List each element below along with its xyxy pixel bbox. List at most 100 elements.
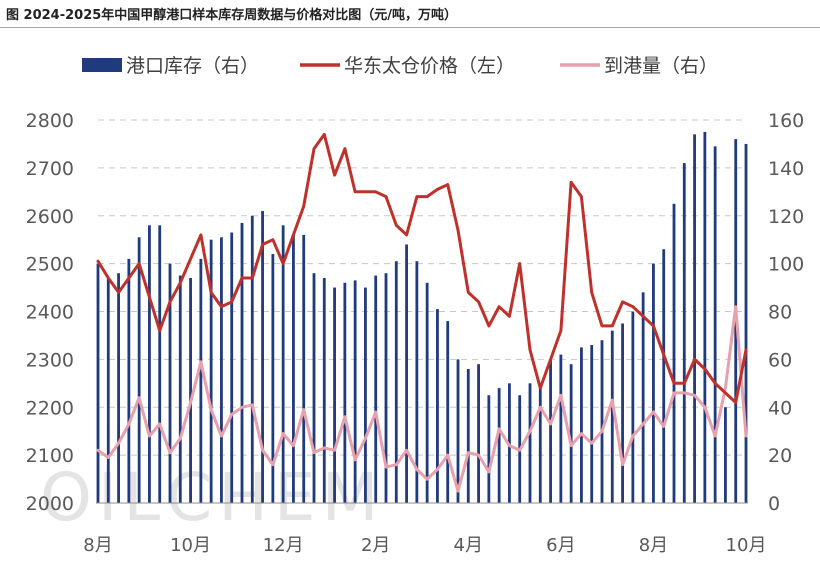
- inventory-bar: [559, 354, 563, 503]
- inventory-bar: [96, 263, 100, 503]
- inventory-bar: [137, 237, 141, 503]
- x-tick-label: 4月: [454, 535, 483, 556]
- inventory-bar: [178, 275, 182, 503]
- x-tick-label: 6月: [546, 535, 575, 556]
- x-tick-label: 8月: [83, 535, 112, 556]
- inventory-bar: [631, 311, 635, 503]
- inventory-bar: [322, 277, 326, 503]
- inventory-bar: [538, 383, 542, 503]
- inventory-bar: [209, 239, 213, 503]
- y-right-tick-label: 40: [768, 397, 792, 419]
- inventory-bar: [240, 222, 244, 503]
- y-right-tick-label: 80: [768, 302, 792, 324]
- y-left-tick-label: 2600: [26, 206, 74, 228]
- legend-swatch-bar: [82, 58, 122, 72]
- y-left-tick-label: 2400: [26, 302, 74, 324]
- inventory-bar: [456, 359, 460, 503]
- inventory-bar: [199, 258, 203, 503]
- inventory-bar: [487, 395, 491, 503]
- legend: 港口库存（右） 华东太仓价格（左） 到港量（右）: [82, 55, 718, 77]
- series-lines: [96, 132, 748, 493]
- y-right-tick-label: 100: [768, 254, 804, 276]
- watermark-text: OILCHEM: [40, 459, 385, 536]
- inventory-bar: [446, 321, 450, 503]
- inventory-bar: [497, 388, 501, 503]
- inventory-bar: [168, 263, 172, 503]
- inventory-bar: [549, 359, 552, 503]
- inventory-bar: [281, 225, 285, 503]
- inventory-bar: [466, 368, 470, 503]
- inventory-bar: [425, 282, 429, 503]
- x-tick-label: 10月: [726, 535, 767, 556]
- inventory-bar: [189, 277, 192, 503]
- y-left-tick-label: 2000: [26, 493, 74, 515]
- inventory-bar: [477, 364, 480, 503]
- inventory-bar: [384, 273, 388, 503]
- legend-label: 到港量（右）: [604, 55, 718, 77]
- legend-label: 港口库存（右）: [126, 55, 259, 77]
- inventory-bar: [600, 340, 604, 503]
- inventory-bar: [271, 254, 275, 503]
- inventory-bar: [292, 234, 295, 503]
- y-right-tick-label: 0: [768, 493, 780, 515]
- inventory-bar: [415, 261, 419, 503]
- inventory-bar: [652, 263, 655, 503]
- inventory-bar: [662, 249, 666, 503]
- inventory-bar: [724, 407, 727, 503]
- x-tick-label: 12月: [263, 535, 304, 556]
- legend-inventory: 港口库存（右）: [82, 55, 259, 77]
- inventory-bar: [220, 237, 223, 503]
- inventory-bar: [312, 273, 316, 503]
- watermark: OILCHEM: [40, 459, 385, 536]
- inventory-bar: [682, 163, 686, 503]
- inventory-bar: [250, 215, 254, 503]
- inventory-bar: [569, 364, 573, 503]
- legend-price: 华东太仓价格（左）: [300, 55, 515, 77]
- inventory-bars: [96, 131, 748, 504]
- inventory-bar: [621, 323, 624, 503]
- inventory-bar: [744, 143, 748, 503]
- inventory-bar: [693, 134, 696, 504]
- inventory-bar: [353, 280, 357, 503]
- inventory-bar: [374, 275, 378, 503]
- y-left-tick-label: 2300: [26, 349, 74, 371]
- y-left-tick-label: 2700: [26, 158, 74, 180]
- legend-arrivals: 到港量（右）: [560, 55, 718, 77]
- y-left-tick-label: 2500: [26, 254, 74, 276]
- x-tick-label: 8月: [639, 535, 668, 556]
- inventory-bar: [158, 225, 162, 503]
- inventory-bar: [405, 244, 408, 503]
- axes: 2000 2100 2200 2300 2400 2500 2600 2700 2800 0 20 4…: [26, 110, 805, 556]
- inventory-bar: [713, 146, 717, 504]
- inventory-bar: [343, 282, 347, 503]
- chart-title: 图 2024-2025年中国甲醇港口样本库存周数据与价格对比图（元/吨，万吨）: [6, 8, 458, 23]
- inventory-bar: [580, 347, 583, 503]
- inventory-bar: [127, 258, 131, 503]
- inventory-bar: [364, 287, 367, 503]
- y-left-tick-label: 2100: [26, 445, 74, 467]
- price-line: [96, 132, 748, 404]
- y-left-tick-label: 2800: [26, 110, 74, 132]
- legend-label: 华东太仓价格（左）: [344, 55, 515, 77]
- inventory-bar: [106, 277, 110, 503]
- inventory-bar: [672, 203, 676, 503]
- inventory-bar: [703, 131, 707, 503]
- inventory-bar: [528, 383, 532, 503]
- y-right-tick-label: 60: [768, 349, 792, 371]
- y-right-tick-label: 140: [768, 158, 804, 180]
- x-tick-label: 10月: [170, 535, 211, 556]
- inventory-bar: [333, 287, 336, 503]
- inventory-bar: [436, 309, 439, 503]
- inventory-bar: [302, 234, 306, 503]
- inventory-bar: [117, 273, 120, 503]
- y-left-tick-label: 2200: [26, 397, 74, 419]
- y-right-tick-label: 160: [768, 110, 804, 132]
- inventory-bar: [641, 292, 645, 503]
- grid: [98, 119, 746, 456]
- inventory-bar: [148, 225, 151, 503]
- inventory-bar: [610, 330, 614, 503]
- y-right-tick-label: 120: [768, 206, 804, 228]
- x-tick-label: 2月: [361, 535, 390, 556]
- y-right-tick-label: 20: [768, 445, 792, 467]
